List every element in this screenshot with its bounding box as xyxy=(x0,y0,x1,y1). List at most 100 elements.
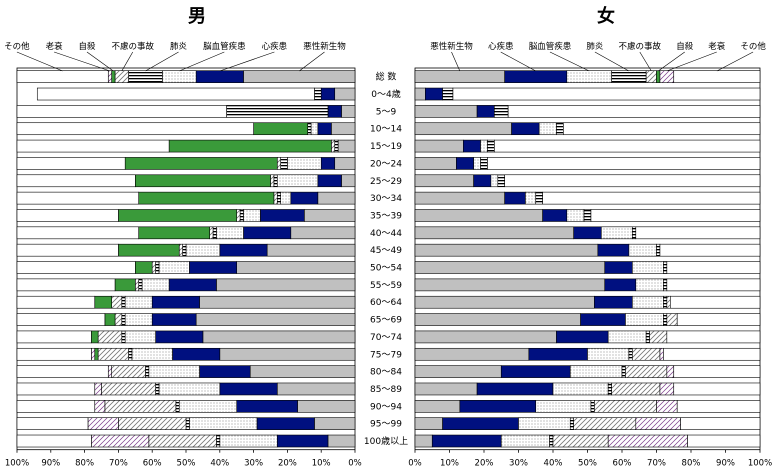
female-x-tick-label: 100% xyxy=(748,459,772,469)
category-label: 90～94 xyxy=(370,402,402,412)
female-bar-segment xyxy=(673,382,761,396)
female-bar-segment xyxy=(552,434,609,448)
legend-leader-line xyxy=(500,51,536,72)
male-bar-segment xyxy=(168,278,217,292)
male-bar-segment xyxy=(334,139,339,153)
female-bar-segment xyxy=(535,400,592,413)
male-bar-segment xyxy=(216,226,244,240)
male-x-tick-label: 40% xyxy=(210,459,229,469)
male-bar-segment xyxy=(337,139,356,153)
male-bar-segment xyxy=(16,417,89,430)
category-label: 65～69 xyxy=(370,316,402,326)
male-bar-segment xyxy=(178,243,183,257)
legend-label: 不慮の事故 xyxy=(111,41,154,52)
female-bar-segment xyxy=(414,330,557,344)
female-bar-segment xyxy=(494,139,761,153)
male-bar-segment xyxy=(216,278,356,292)
female-bar-segment xyxy=(414,417,443,430)
legend-leader-line xyxy=(594,51,630,72)
female-bar-segment xyxy=(594,400,657,413)
female-bar-segment xyxy=(607,382,612,396)
male-bar-segment xyxy=(199,295,356,309)
male-bar-segment xyxy=(135,174,271,188)
male-bar-segment xyxy=(185,243,221,257)
male-bar-segment xyxy=(87,417,119,430)
female-bar-segment xyxy=(414,157,457,170)
male-bar-segment xyxy=(199,365,251,378)
category-label: 70～74 xyxy=(370,333,402,343)
legend-leader-line xyxy=(219,51,275,72)
legend-leader-line xyxy=(145,51,179,72)
male-bar-segment xyxy=(97,330,123,344)
male-bar-segment xyxy=(16,226,139,240)
female-bar-segment xyxy=(569,365,623,378)
female-bar-segment xyxy=(476,382,554,396)
legend-leader-line xyxy=(121,51,134,72)
male-bar-segment xyxy=(91,330,99,344)
category-label: 75～79 xyxy=(370,350,402,360)
female-x-tick-label: 10% xyxy=(440,459,459,469)
male-bar-segment xyxy=(148,365,200,378)
female-bar-segment xyxy=(590,400,595,413)
male-bar-segment xyxy=(178,400,238,413)
legend-label: 自殺 xyxy=(78,41,96,52)
female-bar-segment xyxy=(573,226,602,240)
female-bar-segment xyxy=(480,139,488,153)
male-bar-segment xyxy=(128,347,133,361)
male-panel-title: 男 xyxy=(188,6,206,27)
category-label: 35～39 xyxy=(370,211,402,221)
female-bar-segment xyxy=(569,417,575,430)
male-bar-segment xyxy=(135,261,153,274)
female-bar-segment xyxy=(414,434,433,448)
female-bar-segment xyxy=(518,417,571,430)
female-x-tick-label: 80% xyxy=(682,459,701,469)
category-label: 80～84 xyxy=(370,368,402,378)
female-bar-segment xyxy=(552,382,609,396)
male-bar-segment xyxy=(195,70,244,83)
male-bar-segment xyxy=(216,434,221,448)
male-bar-segment xyxy=(158,261,190,274)
male-bar-segment xyxy=(253,122,308,136)
female-bar-segment xyxy=(511,122,540,136)
female-bar-segment xyxy=(507,105,761,118)
male-bar-segment xyxy=(124,313,153,326)
female-bar-segment xyxy=(656,400,678,413)
female-bar-segment xyxy=(666,295,671,309)
category-label: 30～34 xyxy=(370,194,402,204)
female-bar-segment xyxy=(632,295,664,309)
female-bar-segment xyxy=(659,243,761,257)
male-bar-segment xyxy=(16,365,109,378)
male-bar-segment xyxy=(118,243,180,257)
female-bar-segment xyxy=(442,87,454,101)
male-bar-segment xyxy=(101,382,156,396)
male-x-tick-label: 60% xyxy=(143,459,162,469)
male-bar-segment xyxy=(331,139,336,153)
female-bar-segment xyxy=(549,434,554,448)
male-bar-segment xyxy=(239,209,244,222)
female-bar-segment xyxy=(666,261,761,274)
male-bar-segment xyxy=(202,330,356,344)
female-bar-segment xyxy=(611,70,647,83)
male-bar-segment xyxy=(16,105,227,118)
female-bar-segment xyxy=(414,261,606,274)
male-bar-segment xyxy=(111,70,116,83)
female-bar-segment xyxy=(473,157,481,170)
female-bar-segment xyxy=(621,365,626,378)
male-bar-segment xyxy=(334,87,356,101)
male-x-tick-label: 20% xyxy=(278,459,297,469)
male-bar-segment xyxy=(219,347,356,361)
legend-label: 悪性新生物 xyxy=(303,41,346,52)
female-bar-segment xyxy=(625,313,664,326)
legend-label: 老衰 xyxy=(708,41,726,52)
female-bar-segment xyxy=(628,243,657,257)
male-bar-segment xyxy=(317,174,342,188)
male-bar-segment xyxy=(124,295,153,309)
category-label: 50～54 xyxy=(370,264,402,274)
male-bar-segment xyxy=(243,226,292,240)
legend-leader-line xyxy=(549,51,590,72)
male-x-tick-label: 90% xyxy=(41,459,60,469)
female-bar-segment xyxy=(659,382,675,396)
male-bar-segment xyxy=(219,243,268,257)
male-bar-segment xyxy=(314,87,322,101)
female-bar-segment xyxy=(625,365,668,378)
